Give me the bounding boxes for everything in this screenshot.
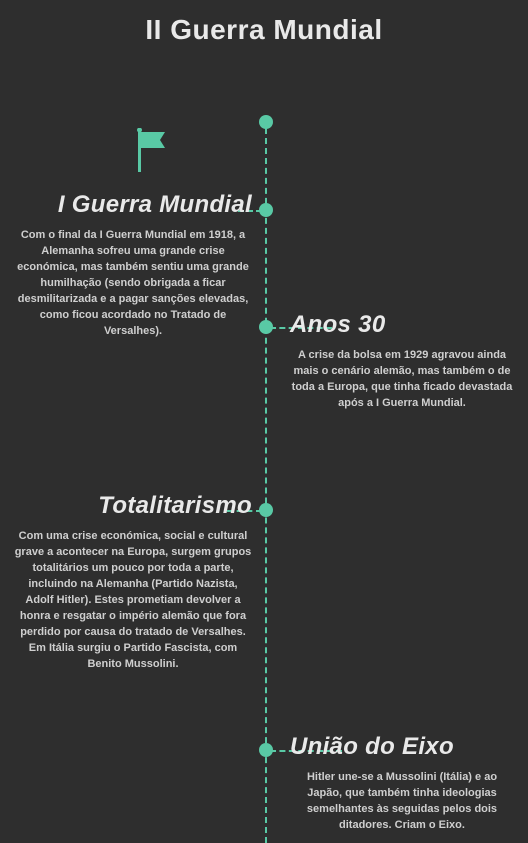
timeline-entry: Totalitarismo Com uma crise económica, so… [14, 493, 252, 673]
entry-title: Totalitarismo [14, 493, 252, 519]
timeline-entry: I Guerra Mundial Com o final da I Guerra … [14, 192, 252, 340]
entry-title: União do Eixo [290, 734, 514, 760]
entry-body: A crise da bolsa em 1929 agravou ainda m… [290, 348, 514, 412]
flag-icon [135, 128, 169, 174]
timeline-axis [265, 118, 267, 843]
entry-title: Anos 30 [290, 312, 514, 338]
timeline-entry: União do Eixo Hitler une-se a Mussolini (… [290, 734, 514, 834]
timeline-entry: Anos 30 A crise da bolsa em 1929 agravou … [290, 312, 514, 412]
entry-body: Hitler une-se a Mussolini (Itália) e ao … [290, 770, 514, 834]
entry-body: Com o final da I Guerra Mundial em 1918,… [14, 228, 252, 340]
entry-title: I Guerra Mundial [14, 192, 252, 218]
page-title: II Guerra Mundial [0, 0, 528, 46]
timeline-dot [259, 115, 273, 129]
entry-body: Com uma crise económica, social e cultur… [14, 529, 252, 672]
